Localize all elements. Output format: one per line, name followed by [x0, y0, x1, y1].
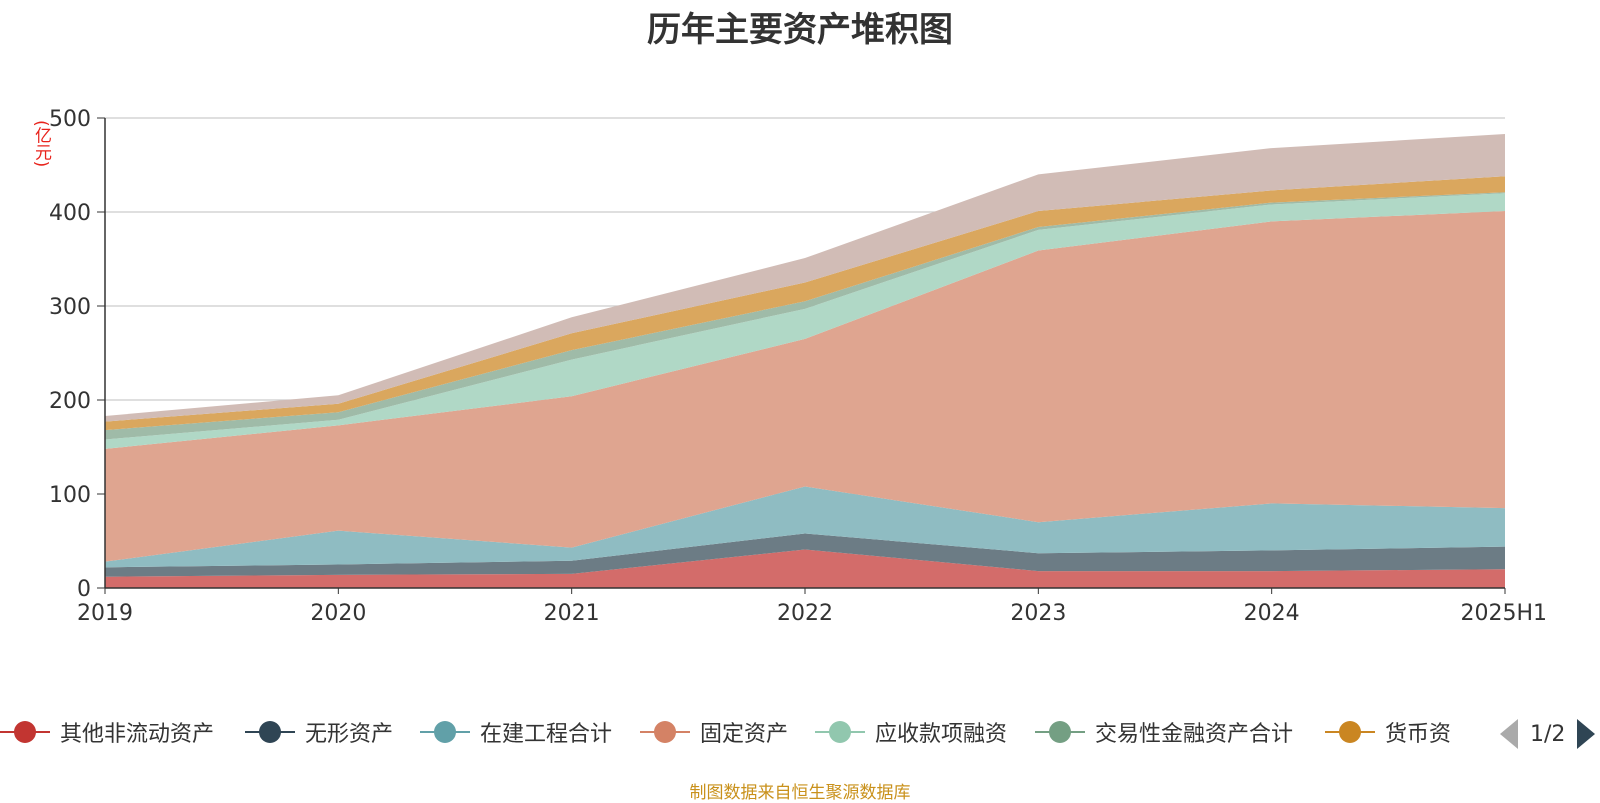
legend-prev-page-icon[interactable] — [1500, 719, 1518, 749]
legend-marker-icon — [420, 719, 470, 745]
legend-item-label: 应收款项融资 — [875, 722, 1008, 747]
x-tick-label: 2022 — [777, 601, 833, 626]
y-tick-label: 0 — [77, 577, 91, 602]
legend: 其他非流动资产 无形资产 在建工程合计 固定资产 应收款项融资 交易性金融资产合计 货币资 — [0, 712, 1600, 752]
x-tick-label: 2021 — [544, 601, 600, 626]
area-series-2 — [105, 533, 1505, 577]
source-note: 制图数据来自恒生聚源数据库 — [689, 783, 911, 803]
area-series-5 — [105, 193, 1505, 449]
area-series-1 — [105, 549, 1505, 588]
legend-marker-icon — [815, 719, 865, 745]
legend-item[interactable]: 交易性金融资产合计 — [1035, 712, 1293, 752]
legend-marker-icon — [245, 719, 295, 745]
legend-marker-icon — [0, 719, 50, 745]
legend-page-indicator: 1/2 — [1530, 721, 1566, 747]
x-tick-label: 2019 — [77, 601, 133, 626]
legend-item-label: 交易性金融资产合计 — [1095, 722, 1294, 747]
y-tick-label: 400 — [49, 201, 91, 226]
legend-item[interactable]: 其他非流动资产 — [0, 712, 214, 752]
chart-title: 历年主要资产堆积图 — [647, 10, 953, 50]
legend-item-label: 固定资产 — [700, 722, 789, 747]
area-series-8 — [105, 133, 1505, 422]
x-tick-label: 2024 — [1244, 601, 1300, 626]
stacked-area-chart: 0 100 200 300 400 500 2019 2020 2021 2022 2023 2024… — [49, 107, 1547, 626]
legend-item[interactable]: 无形资产 — [245, 712, 393, 752]
x-tick-label: 2020 — [310, 601, 366, 626]
x-tick-label: 2023 — [1010, 601, 1066, 626]
legend-marker-icon — [1325, 719, 1375, 745]
legend-marker-icon — [1035, 719, 1085, 745]
legend-marker-icon — [640, 719, 690, 745]
area-series-3 — [105, 486, 1505, 568]
legend-item-label: 其他非流动资产 — [60, 722, 215, 747]
legend-item-label: 在建工程合计 — [480, 722, 613, 747]
legend-item[interactable]: 固定资产 — [640, 712, 788, 752]
legend-item-label: 货币资 — [1385, 722, 1452, 747]
y-tick-label: 200 — [49, 389, 91, 414]
x-tick-label: 2025H1 — [1460, 601, 1547, 626]
legend-item[interactable]: 货币资 — [1325, 712, 1451, 752]
y-axis-unit: (亿元) — [31, 120, 51, 168]
legend-item[interactable]: 在建工程合计 — [420, 712, 612, 752]
legend-pager: 1/2 — [1500, 718, 1596, 750]
y-tick-label: 500 — [49, 107, 91, 132]
legend-next-page-icon[interactable] — [1577, 719, 1596, 749]
legend-item[interactable]: 应收款项融资 — [815, 712, 1007, 752]
y-tick-label: 100 — [49, 483, 91, 508]
area-series-4 — [105, 211, 1505, 562]
legend-item-label: 无形资产 — [305, 722, 394, 747]
y-tick-label: 300 — [49, 295, 91, 320]
